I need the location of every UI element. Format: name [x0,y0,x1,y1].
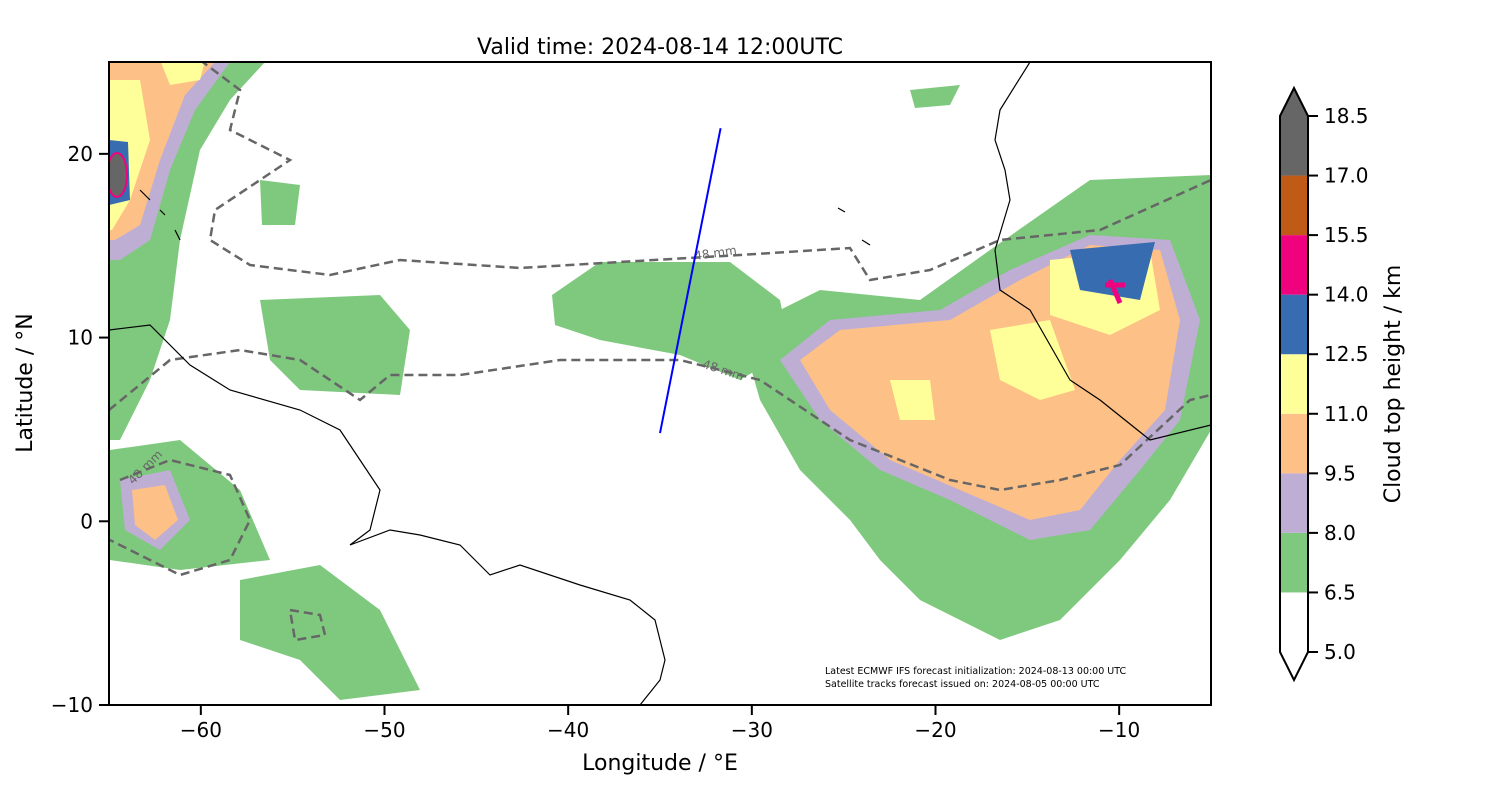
cloud-region [1070,242,1155,300]
satellite-track [659,127,722,434]
colorbar-tick-label: 15.5 [1324,223,1369,247]
colorbar-label: Cloud top height / km [1381,265,1406,504]
cloud-region [109,152,128,198]
x-tick-label: −20 [914,718,956,742]
y-tick-label: 20 [68,142,93,166]
colorbar-tick-label: 6.5 [1324,580,1356,604]
chart-title: Valid time: 2024-08-14 12:00UTC [477,35,843,60]
colorbar-tick-label: 9.5 [1324,461,1356,485]
plot-frame [108,61,1212,706]
colorbar-tick-label: 8.0 [1324,521,1356,545]
annotation-satellite-tracks: Satellite tracks forecast issued on: 202… [825,679,1100,690]
cloud-top-height-field [109,62,1211,700]
cloud-region [260,180,300,225]
colorbar-segment [1280,235,1308,295]
colorbar-tick-label: 14.0 [1324,283,1369,307]
cloud-region [160,62,205,85]
colorbar: 5.0 6.5 8.0 9.5 11.0 12.5 14.0 15.5 17.0 18.5 [1279,85,1369,683]
colorbar-segment [1280,175,1308,236]
colorbar-segment [1280,413,1308,474]
x-tick-label: −30 [731,718,773,742]
x-tick-label: −60 [180,718,222,742]
cloud-region [990,320,1075,400]
x-axis-label: Longitude / °E [582,751,738,776]
contour-label: 48 mm [693,243,737,263]
colorbar-tick-label: 11.0 [1324,402,1369,426]
x-tick-label: −50 [363,718,405,742]
y-tick-label: −10 [51,693,93,717]
cloud-region [910,85,960,108]
cloud-region [132,485,178,540]
cloud-region [890,380,935,420]
y-axis: −10 0 10 20 [51,142,109,717]
cloud-region [552,262,790,380]
colorbar-extend-min [1280,652,1308,680]
coastlines [109,62,1211,705]
annotation-forecast-init: Latest ECMWF IFS forecast initialization… [825,666,1126,677]
x-tick-label: −40 [547,718,589,742]
colorbar-segment [1280,116,1308,176]
colorbar-segment [1280,592,1308,652]
colorbar-tick-label: 17.0 [1324,164,1369,188]
colorbar-segment [1280,354,1308,414]
y-tick-label: 0 [80,509,93,533]
tcwv-48mm-contour [109,62,1211,642]
cloud-region [260,295,410,395]
colorbar-segment [1280,532,1308,593]
colorbar-tick-label: 5.0 [1324,640,1356,664]
colorbar-extend-max [1280,88,1308,116]
colorbar-tick-label: 12.5 [1324,342,1369,366]
colorbar-tick-label: 18.5 [1324,104,1369,128]
x-axis: −60 −50 −40 −30 −20 −10 [180,705,1140,742]
x-tick-label: −10 [1098,718,1140,742]
cloud-region [240,565,420,700]
colorbar-segment [1280,473,1308,533]
colorbar-segment [1280,294,1308,355]
y-tick-label: 10 [68,326,93,350]
y-axis-label: Latitude / °N [13,313,38,452]
